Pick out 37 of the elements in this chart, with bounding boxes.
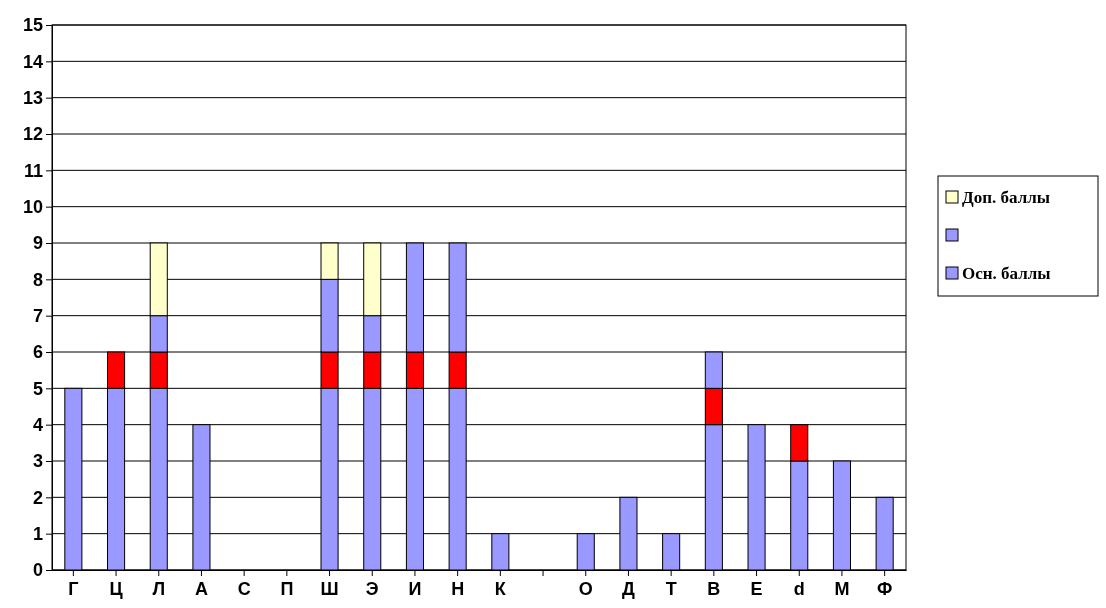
y-tick-label: 8	[32, 269, 43, 290]
x-tick-label: И	[408, 579, 422, 600]
x-tick-label: Н	[451, 579, 465, 600]
x-tick-label: Ф	[876, 579, 893, 600]
y-tick-label: 10	[22, 196, 43, 217]
x-tick-label: Л	[152, 579, 166, 600]
y-tick-label: 11	[23, 160, 43, 181]
x-tick-label: С	[237, 579, 251, 600]
y-tick-label: 9	[32, 233, 43, 254]
y-tick-label: 15	[22, 15, 43, 36]
x-tick-label: Г	[68, 579, 79, 600]
legend-label: Осн. баллы	[962, 264, 1051, 283]
x-tick-label: Ц	[109, 579, 124, 600]
y-tick-label: 5	[32, 378, 43, 399]
x-tick-label: П	[280, 579, 294, 600]
x-tick-label: Е	[750, 579, 763, 600]
y-tick-label: 13	[22, 87, 43, 108]
x-tick-label: Э	[365, 579, 379, 600]
legend-label: Доп. баллы	[962, 188, 1050, 207]
y-tick-label: 3	[32, 451, 43, 472]
y-tick-label: 2	[32, 487, 43, 508]
y-tick-label: 0	[32, 560, 43, 581]
x-tick-label: К	[494, 579, 507, 600]
y-tick-label: 1	[32, 523, 43, 544]
y-tick-label: 7	[32, 305, 43, 326]
y-tick-label: 6	[32, 342, 43, 363]
x-tick-label: М	[834, 579, 850, 600]
y-tick-label: 12	[22, 124, 43, 145]
x-tick-label: Ш	[320, 579, 339, 600]
x-tick-label: d	[793, 579, 805, 600]
y-tick-label: 14	[22, 51, 43, 72]
x-tick-label: Д	[622, 579, 636, 600]
y-tick-label: 4	[32, 414, 43, 435]
x-tick-label: А	[194, 579, 208, 600]
x-tick-label: В	[707, 579, 721, 600]
x-tick-label: Т	[665, 579, 677, 600]
x-tick-label: О	[578, 579, 593, 600]
